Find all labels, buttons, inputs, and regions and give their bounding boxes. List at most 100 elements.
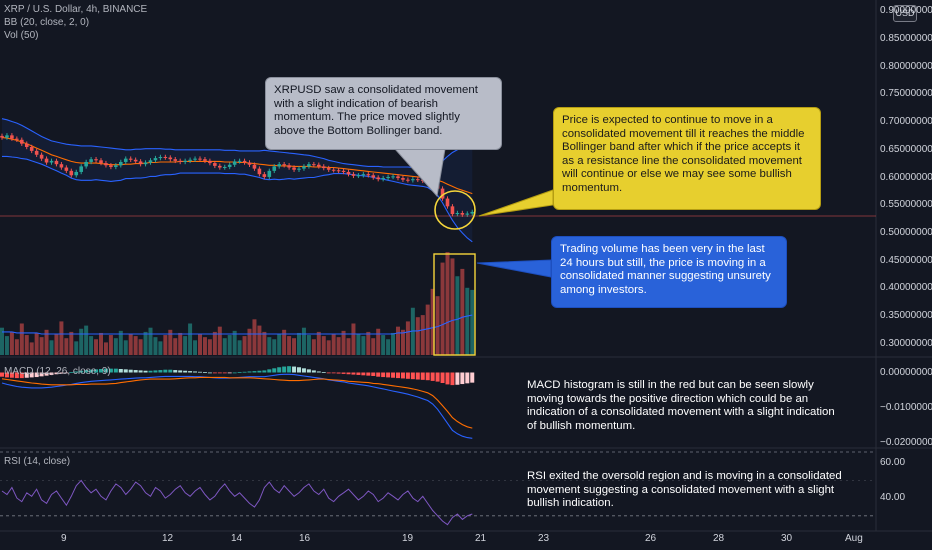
candle-body	[163, 156, 168, 158]
volume-bar	[64, 338, 69, 355]
volume-bar	[207, 339, 212, 355]
candle-body	[346, 171, 351, 175]
volume-bar	[227, 335, 232, 355]
candle-body	[143, 162, 148, 165]
macd-histogram-bar	[232, 372, 237, 374]
volume-bar	[341, 330, 346, 355]
price-tick-label: 0.80000000	[880, 60, 932, 72]
candle-body	[401, 178, 405, 180]
rsi-tick-label: 60.00	[880, 456, 906, 468]
macd-histogram-bar	[425, 372, 430, 381]
macd-histogram-bar	[94, 369, 99, 373]
macd-histogram-bar	[227, 372, 232, 374]
candle-body	[470, 211, 475, 214]
candle-body	[227, 164, 232, 167]
volume-bar	[435, 296, 440, 355]
macd-histogram-bar	[103, 368, 108, 373]
candle-body	[406, 179, 410, 181]
volume-bar	[396, 326, 400, 355]
candle-body	[99, 160, 103, 164]
candle-body	[203, 159, 207, 161]
volume-bar	[381, 335, 386, 355]
volume-bar	[311, 339, 316, 355]
volume-bar	[44, 329, 49, 355]
macd-histogram-bar	[163, 369, 168, 373]
macd-histogram-bar	[311, 370, 316, 373]
candle-body	[138, 161, 143, 165]
volume-bar	[133, 336, 138, 355]
candle-body	[193, 158, 197, 160]
candle-body	[148, 160, 153, 163]
candle-body	[84, 161, 88, 167]
macd-histogram-bar	[420, 372, 425, 380]
macd-histogram-bar	[430, 372, 435, 381]
macd-histogram-bar	[242, 371, 247, 373]
volume-bar	[108, 335, 113, 355]
candle-body	[64, 167, 69, 171]
volume-bar	[39, 337, 44, 355]
bollinger-bands	[1, 118, 473, 243]
bb-legend: BB (20, close, 2, 0)	[4, 17, 90, 28]
candle-body	[208, 160, 212, 164]
volume-bar	[430, 288, 435, 355]
macd-histogram-bar	[440, 372, 445, 383]
volume-bar	[306, 335, 311, 355]
volume-bar	[316, 331, 321, 355]
note-macd: MACD histogram is still in the red but c…	[527, 379, 835, 432]
macd-pane	[0, 366, 475, 439]
macd-histogram-bar	[435, 372, 440, 382]
candle-body	[287, 165, 291, 168]
candle-body	[133, 159, 138, 162]
candle-body	[222, 166, 227, 168]
volume-bar	[178, 332, 183, 355]
candle-body	[74, 171, 79, 176]
time-tick-label: 12	[162, 533, 174, 544]
rsi-line	[1, 479, 473, 526]
macd-histogram-bar	[168, 369, 173, 373]
volume-bar	[356, 334, 361, 355]
macd-histogram-bar	[376, 372, 381, 377]
macd-histogram-bar	[14, 372, 19, 379]
macd-histogram-bar	[336, 372, 341, 374]
candle-body	[297, 168, 301, 170]
macd-histogram-bar	[470, 372, 475, 383]
volume-bar	[262, 331, 267, 355]
candle-body	[465, 213, 470, 215]
macd-histogram-bar	[113, 368, 118, 373]
volume-bar	[183, 336, 188, 355]
candle-body	[15, 138, 19, 140]
candle-body	[381, 178, 385, 180]
volume-bar	[69, 331, 74, 355]
candle-body	[416, 179, 420, 181]
volume-bar	[386, 339, 391, 355]
macd-histogram-bar	[366, 372, 371, 376]
candle-body	[49, 160, 54, 163]
currency-badge[interactable]: USD	[893, 5, 917, 22]
volume-bar	[163, 335, 168, 355]
macd-histogram-bar	[24, 372, 29, 378]
volume-bar	[465, 287, 470, 355]
candle-body	[321, 166, 326, 169]
candle-body	[128, 158, 133, 160]
candle-body	[173, 159, 178, 161]
volume-bar	[24, 335, 29, 355]
rsi-legend: RSI (14, close)	[4, 456, 71, 467]
macd-histogram-bar	[29, 372, 34, 378]
volume-bar	[153, 337, 158, 355]
macd-histogram-bar	[405, 372, 410, 379]
volume-bar	[232, 330, 237, 355]
candle-body	[302, 166, 306, 169]
price-tick-label: 0.70000000	[880, 116, 932, 128]
volume-bar	[272, 339, 277, 355]
volume-bar	[331, 334, 336, 355]
volume-bar	[237, 340, 242, 355]
candle-body	[158, 156, 163, 159]
volume-bar	[84, 325, 89, 355]
volume-bar	[420, 315, 425, 355]
volume-bar	[113, 338, 118, 355]
macd-tick-label: −0.01000000	[880, 401, 932, 413]
volume-bar	[4, 336, 9, 355]
rsi-tick-label: 40.00	[880, 492, 906, 504]
time-tick-label: 14	[231, 533, 243, 544]
macd-tick-label: −0.02000000	[880, 436, 932, 448]
